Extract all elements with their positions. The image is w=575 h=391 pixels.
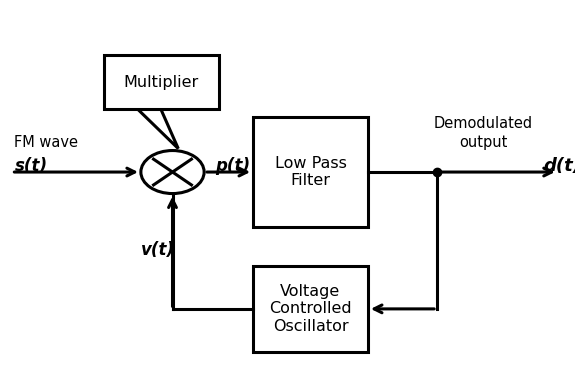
Text: Demodulated: Demodulated xyxy=(434,116,532,131)
Text: p(t): p(t) xyxy=(216,157,251,175)
Text: v(t): v(t) xyxy=(141,241,175,259)
Text: d(t): d(t) xyxy=(543,157,575,175)
Text: Multiplier: Multiplier xyxy=(124,75,198,90)
Text: s(t): s(t) xyxy=(14,157,48,175)
Text: Low Pass
Filter: Low Pass Filter xyxy=(275,156,346,188)
FancyBboxPatch shape xyxy=(253,117,368,227)
Polygon shape xyxy=(138,109,178,149)
Text: Voltage
Controlled
Oscillator: Voltage Controlled Oscillator xyxy=(269,284,352,334)
FancyBboxPatch shape xyxy=(104,55,218,109)
Text: FM wave: FM wave xyxy=(14,135,78,150)
FancyBboxPatch shape xyxy=(253,266,368,352)
Text: output: output xyxy=(459,135,507,150)
